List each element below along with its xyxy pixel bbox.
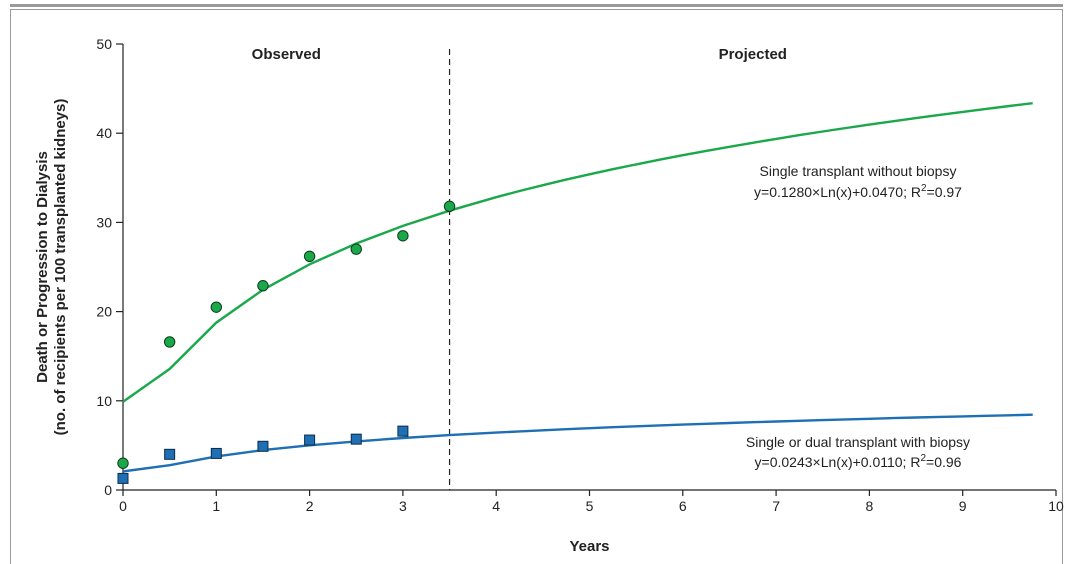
y-axis-title-group: Death or Progression to Dialysis (no. of… — [34, 99, 69, 436]
x-axis-title: Years — [569, 538, 609, 555]
annotation-series-1: Single transplant without biopsy y=0.128… — [754, 163, 962, 200]
right-border — [1062, 9, 1063, 564]
series-2-eq-suffix: =0.96 — [926, 454, 962, 470]
series-1-eq-prefix: y=0.1280×Ln(x)+0.0470; R — [754, 184, 921, 200]
y-axis-title-line2: (no. of recipients per 100 transplanted … — [52, 99, 69, 436]
series-2-eq-prefix: y=0.0243×Ln(x)+0.0110; R — [755, 454, 921, 470]
series-1-name: Single transplant without biopsy — [760, 163, 957, 179]
x-tick-label: 5 — [586, 498, 594, 514]
series-1-eq-suffix: =0.97 — [927, 184, 963, 200]
region-label-observed: Observed — [252, 46, 321, 63]
y-tick-label: 0 — [104, 482, 112, 498]
series-2-point — [117, 472, 129, 484]
annotation-series-2: Single or dual transplant with biopsy y=… — [746, 434, 970, 470]
x-tick-label: 9 — [959, 498, 967, 514]
y-tick-label: 30 — [96, 214, 112, 230]
top-rule-thin — [10, 9, 1063, 10]
series-1-point — [443, 200, 456, 213]
series-1-equation: y=0.1280×Ln(x)+0.0470; R2=0.97 — [754, 183, 962, 200]
series-1-point — [117, 457, 129, 469]
y-axis-title-line1: Death or Progression to Dialysis — [34, 151, 51, 383]
series-2-name: Single or dual transplant with biopsy — [746, 434, 970, 450]
x-tick-label: 2 — [306, 498, 314, 514]
y-tick-label: 50 — [96, 36, 112, 52]
y-tick-label: 10 — [96, 393, 112, 409]
x-tick-label: 3 — [399, 498, 407, 514]
series-2-point — [304, 434, 316, 446]
series-1-point — [210, 301, 223, 313]
series-2-point — [210, 447, 222, 459]
x-tick-label: 4 — [492, 498, 500, 514]
y-tick-label: 20 — [96, 304, 112, 320]
y-tick-label: 40 — [96, 125, 112, 141]
series-2-eq-sup: 2 — [920, 453, 926, 464]
series-1-point — [303, 250, 316, 262]
series-2-point — [397, 425, 409, 437]
axes: 0 10 20 30 40 50 0 1 2 3 4 5 6 7 8 9 10 — [96, 36, 1064, 514]
series-2-point — [350, 433, 362, 445]
series-2-equation: y=0.0243×Ln(x)+0.0110; R2=0.96 — [755, 453, 962, 470]
x-tick-label: 8 — [866, 498, 874, 514]
x-tick-label: 0 — [119, 498, 127, 514]
x-ticks: 0 1 2 3 4 5 6 7 8 9 10 — [119, 490, 1064, 514]
series-1-eq-sup: 2 — [921, 183, 927, 194]
series-2-point — [164, 448, 176, 460]
region-label-projected: Projected — [719, 46, 787, 63]
series-1-fit-line — [122, 102, 1033, 403]
x-tick-label: 10 — [1048, 498, 1064, 514]
y-ticks: 0 10 20 30 40 50 — [96, 36, 123, 498]
x-tick-label: 6 — [679, 498, 687, 514]
series-1-point — [257, 280, 269, 292]
series-2-fit-line — [122, 413, 1033, 473]
series-1-point — [350, 243, 362, 255]
top-rule-thick — [10, 4, 1063, 7]
x-tick-label: 1 — [212, 498, 220, 514]
series-1-point — [163, 336, 176, 348]
left-border — [10, 9, 11, 564]
series-layer — [117, 102, 1033, 484]
series-2-point — [257, 440, 269, 452]
x-tick-label: 7 — [772, 498, 780, 514]
series-1-point — [397, 230, 409, 242]
